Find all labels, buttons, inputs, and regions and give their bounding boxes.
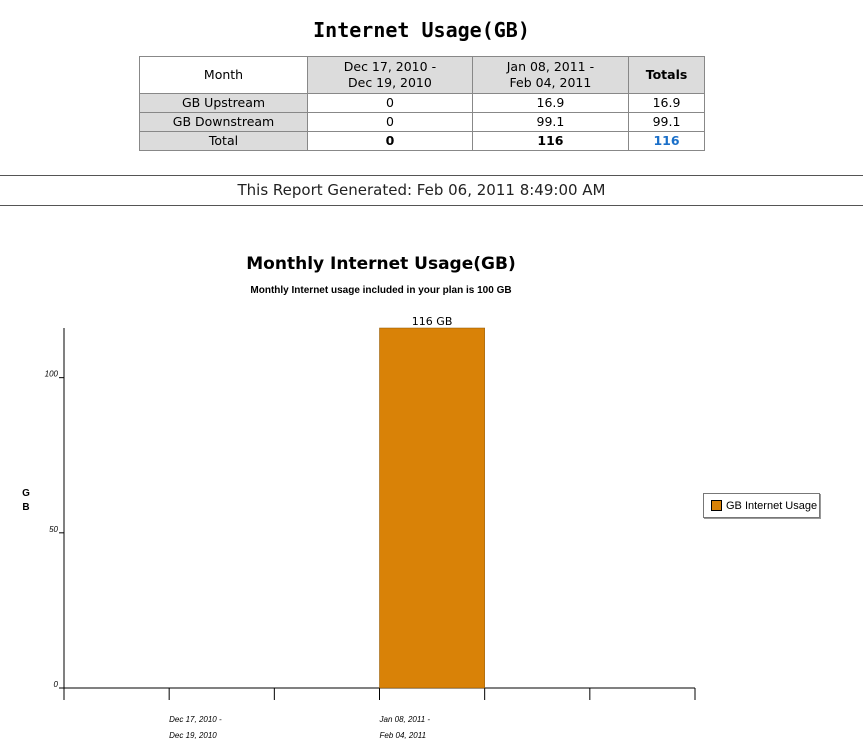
table-row: GB Downstream 0 99.1 99.1 bbox=[139, 112, 705, 132]
table-header-row: Month Dec 17, 2010 - Dec 19, 2010 Jan 08… bbox=[139, 56, 705, 94]
bar-data-label: 116 GB bbox=[412, 315, 453, 328]
usage-bar-chart: 0 50 100 G B Dec 17, 2010 - Dec 19, 2010 116 GB… bbox=[22, 315, 696, 740]
cell-value: 0 bbox=[307, 93, 473, 113]
x-tick-label: Dec 19, 2010 bbox=[169, 731, 217, 740]
legend-swatch bbox=[711, 500, 722, 511]
chart-subtitle: Monthly Internet usage included in your … bbox=[250, 285, 512, 296]
chart-bars bbox=[379, 327, 485, 689]
month-header: Month bbox=[139, 56, 308, 94]
cell-value: 99.1 bbox=[471, 112, 630, 132]
y-tick-label: 50 bbox=[49, 525, 58, 534]
totals-header: Totals bbox=[628, 56, 705, 94]
bar bbox=[379, 327, 485, 689]
chart-title: Monthly Internet Usage(GB) bbox=[246, 254, 516, 274]
cell-total: 99.1 bbox=[628, 112, 705, 132]
x-tick-label: Dec 17, 2010 - bbox=[169, 715, 222, 724]
x-tick-label: Feb 04, 2011 bbox=[380, 731, 427, 740]
y-axis-label-part: G bbox=[22, 488, 30, 499]
period-header-1: Dec 17, 2010 - Dec 19, 2010 bbox=[307, 56, 473, 94]
y-axis-label-part: B bbox=[22, 502, 29, 513]
row-label-downstream: GB Downstream bbox=[139, 112, 308, 132]
cell-value: 116 bbox=[471, 131, 630, 151]
row-label-total: Total bbox=[139, 131, 308, 151]
table-row: Total 0 116 116 bbox=[139, 131, 705, 151]
divider-top bbox=[0, 175, 863, 176]
usage-table: Month Dec 17, 2010 - Dec 19, 2010 Jan 08… bbox=[139, 56, 705, 151]
row-label-upstream: GB Upstream bbox=[139, 93, 308, 113]
table-row: GB Upstream 0 16.9 16.9 bbox=[139, 93, 705, 113]
report-generated-text: This Report Generated: Feb 06, 2011 8:49… bbox=[237, 181, 606, 199]
report-title: Internet Usage(GB) bbox=[313, 18, 530, 42]
divider-bottom bbox=[0, 205, 863, 206]
chart-legend: GB Internet Usage bbox=[703, 493, 820, 518]
cell-value: 0 bbox=[307, 112, 473, 132]
x-tick-label: Jan 08, 2011 - bbox=[379, 715, 431, 724]
y-tick-label: 100 bbox=[45, 370, 59, 379]
cell-value: 16.9 bbox=[471, 93, 630, 113]
period-header-2: Jan 08, 2011 - Feb 04, 2011 bbox=[471, 56, 630, 94]
cell-value: 0 bbox=[307, 131, 473, 151]
y-tick-label: 0 bbox=[54, 680, 59, 689]
cell-grand-total: 116 bbox=[628, 131, 705, 151]
cell-total: 16.9 bbox=[628, 93, 705, 113]
legend-label: GB Internet Usage bbox=[726, 499, 818, 512]
chart-axes bbox=[59, 328, 696, 700]
chart-labels: 0 50 100 G B Dec 17, 2010 - Dec 19, 2010 116 GB… bbox=[22, 315, 452, 740]
